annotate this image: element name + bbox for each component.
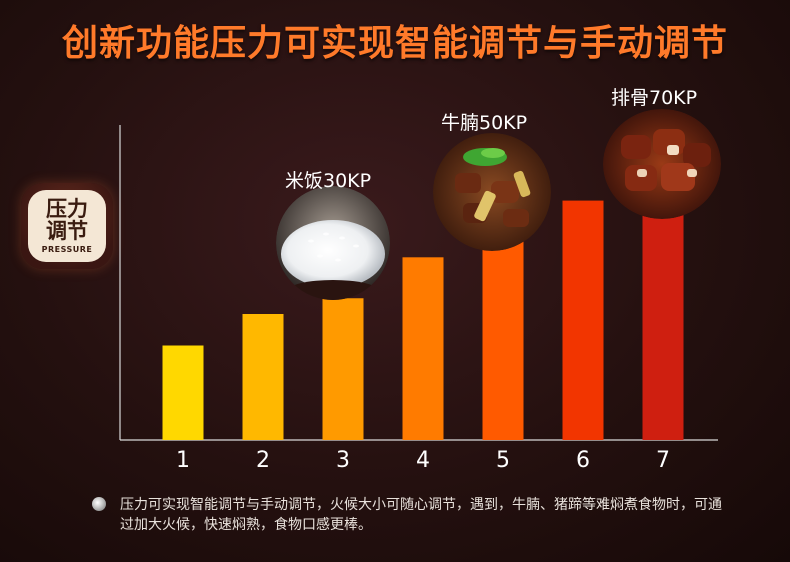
rice-bowl-icon	[276, 186, 390, 300]
x-tick-label-6: 6	[576, 448, 590, 473]
bar-1	[162, 345, 204, 440]
ribs-label: 排骨70KP	[611, 87, 698, 109]
badge-line-1: 压力	[46, 197, 88, 221]
x-tick-label-3: 3	[336, 448, 350, 473]
x-tick-label-1: 1	[176, 448, 190, 473]
bar-7	[642, 206, 684, 440]
pressure-badge-inner: 压力 调节 PRESSURE	[28, 190, 106, 262]
pork-ribs-icon	[603, 109, 721, 219]
beef-stew-icon	[433, 133, 551, 251]
beef-label: 牛腩50KP	[441, 112, 528, 134]
x-tick-label-4: 4	[416, 448, 430, 473]
x-tick-label-7: 7	[656, 448, 670, 473]
badge-line-2: 调节	[46, 219, 88, 243]
rice-label: 米饭30KP	[285, 170, 372, 192]
bar-2	[242, 314, 284, 440]
x-tick-label-5: 5	[496, 448, 510, 473]
badge-sub-label: PRESSURE	[41, 245, 93, 254]
bar-3	[322, 298, 364, 440]
bar-6	[562, 200, 604, 440]
x-tick-label-2: 2	[256, 448, 270, 473]
page-title: 创新功能压力可实现智能调节与手动调节	[61, 23, 728, 64]
bar-5	[482, 225, 524, 440]
bar-4	[402, 257, 444, 440]
footnote: 压力可实现智能调节与手动调节，火候大小可随心调节，遇到，牛腩、猪蹄等难焖煮食物时…	[120, 497, 722, 533]
pressure-badge: 压力 调节 PRESSURE	[21, 183, 113, 269]
bullet-icon	[92, 497, 106, 511]
